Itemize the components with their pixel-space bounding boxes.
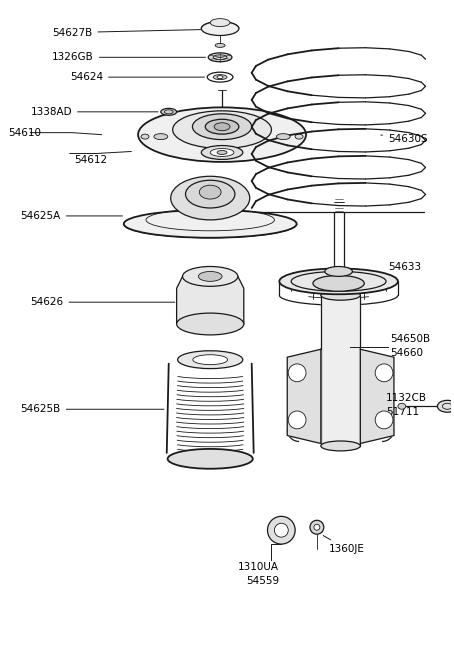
Ellipse shape xyxy=(207,72,233,82)
Circle shape xyxy=(288,411,306,429)
Ellipse shape xyxy=(161,108,177,115)
Ellipse shape xyxy=(210,149,234,157)
Ellipse shape xyxy=(193,355,227,365)
Text: 54624: 54624 xyxy=(70,72,204,82)
Ellipse shape xyxy=(325,267,352,276)
Text: 54625B: 54625B xyxy=(20,404,164,414)
Ellipse shape xyxy=(279,269,398,294)
Ellipse shape xyxy=(124,210,296,237)
Ellipse shape xyxy=(276,134,290,140)
Circle shape xyxy=(375,364,393,382)
Ellipse shape xyxy=(168,449,253,468)
Ellipse shape xyxy=(205,27,235,34)
Polygon shape xyxy=(177,276,244,324)
Text: 54633: 54633 xyxy=(361,263,421,284)
Ellipse shape xyxy=(183,267,238,287)
Ellipse shape xyxy=(138,107,306,162)
Ellipse shape xyxy=(198,272,222,281)
Text: 54625A: 54625A xyxy=(20,211,123,221)
Ellipse shape xyxy=(215,43,225,47)
Text: 1360JE: 1360JE xyxy=(323,536,365,554)
Ellipse shape xyxy=(186,181,235,208)
Ellipse shape xyxy=(201,21,239,36)
Polygon shape xyxy=(321,295,360,446)
Ellipse shape xyxy=(213,74,227,80)
Ellipse shape xyxy=(210,19,230,27)
Circle shape xyxy=(288,364,306,382)
Text: 54612: 54612 xyxy=(74,155,107,166)
Ellipse shape xyxy=(208,53,232,61)
Circle shape xyxy=(274,523,288,537)
Ellipse shape xyxy=(437,400,454,412)
Text: 54660: 54660 xyxy=(390,347,423,358)
Ellipse shape xyxy=(154,134,168,140)
Polygon shape xyxy=(360,349,394,443)
Text: 1132CB: 1132CB xyxy=(386,393,427,403)
Text: 54630S: 54630S xyxy=(381,133,428,144)
Ellipse shape xyxy=(214,123,230,131)
Ellipse shape xyxy=(217,76,223,79)
Text: 54627B: 54627B xyxy=(52,28,201,38)
Text: 54610: 54610 xyxy=(8,127,41,138)
Text: 1338AD: 1338AD xyxy=(30,107,158,117)
Text: 51711: 51711 xyxy=(386,407,419,417)
Ellipse shape xyxy=(314,524,320,530)
Text: 1310UA: 1310UA xyxy=(238,562,279,572)
Ellipse shape xyxy=(205,119,239,134)
Ellipse shape xyxy=(295,134,303,139)
Ellipse shape xyxy=(192,114,252,140)
Circle shape xyxy=(267,516,295,544)
Ellipse shape xyxy=(201,146,243,159)
Ellipse shape xyxy=(321,441,360,451)
Text: 54626: 54626 xyxy=(30,297,175,307)
Ellipse shape xyxy=(173,111,271,149)
Ellipse shape xyxy=(310,520,324,534)
Ellipse shape xyxy=(398,403,406,410)
Ellipse shape xyxy=(217,151,227,155)
Ellipse shape xyxy=(199,185,221,199)
Text: 1326GB: 1326GB xyxy=(52,52,206,62)
Polygon shape xyxy=(287,349,321,443)
Circle shape xyxy=(375,411,393,429)
Ellipse shape xyxy=(141,134,149,139)
Text: 54650B: 54650B xyxy=(390,334,430,344)
Ellipse shape xyxy=(171,176,250,220)
Ellipse shape xyxy=(177,313,244,335)
Ellipse shape xyxy=(313,276,364,291)
Ellipse shape xyxy=(321,291,360,300)
Text: 54559: 54559 xyxy=(246,576,279,586)
Ellipse shape xyxy=(178,351,243,369)
